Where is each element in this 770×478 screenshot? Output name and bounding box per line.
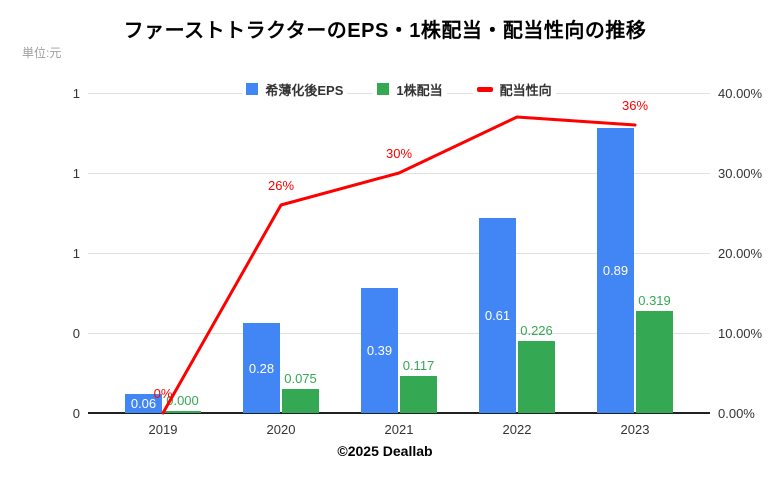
dividend-bar-label: 0.000	[166, 393, 199, 408]
eps-bar-label: 0.28	[248, 360, 275, 376]
legend-item-eps: 希薄化後EPS	[242, 79, 348, 99]
y-axis-tick-right: 20.00%	[718, 246, 763, 261]
chart-title: ファーストトラクターのEPS・1株配当・配当性向の推移	[123, 20, 647, 42]
eps-bar	[479, 217, 516, 413]
payout-series-dash-icon	[476, 86, 493, 92]
eps-bar-label: 0.89	[602, 263, 629, 279]
y-axis-tick-right: 0.00%	[718, 406, 755, 421]
dividend-bar-label: 0.117	[402, 357, 435, 373]
x-axis-label: 2020	[266, 422, 296, 437]
dividend-bar-label: 0.075	[284, 371, 317, 386]
payout-ratio-line	[161, 115, 637, 415]
payout-point-label: 30%	[385, 146, 413, 161]
eps-bar	[125, 393, 162, 413]
dividend-bar	[164, 411, 201, 413]
copyright-text: ©2025 Deallab	[337, 443, 433, 459]
eps-bar	[361, 288, 398, 413]
legend-label-eps: 希薄化後EPS	[265, 82, 344, 98]
payout-point-label: 26%	[267, 178, 295, 193]
payout-ratio-polyline	[161, 115, 637, 415]
y-axis-tick-left: 0	[72, 326, 80, 341]
dividend-bar	[400, 375, 437, 413]
chart-legend: 希薄化後EPS 1株配当 配当性向	[88, 79, 710, 99]
grid-line	[88, 333, 710, 334]
dividend-bar	[518, 340, 555, 413]
x-axis-label: 2022	[502, 422, 532, 437]
eps-bar-label: 0.06	[130, 395, 157, 411]
payout-point-label: 0%	[153, 386, 173, 401]
eps-bar	[243, 323, 280, 413]
eps-bar	[597, 128, 634, 413]
y-axis-tick-left: 0	[72, 406, 80, 421]
y-axis-tick-left: 1	[72, 246, 80, 261]
x-axis-label: 2023	[620, 422, 650, 437]
eps-bar-label: 0.61	[484, 307, 511, 323]
x-axis-label: 2021	[384, 422, 414, 437]
legend-label-dividend: 1株配当	[396, 82, 443, 98]
x-axis-baseline	[88, 412, 710, 414]
y-axis-tick-left: 1	[72, 86, 80, 101]
y-axis-tick-right: 30.00%	[718, 166, 763, 181]
dividend-bar	[636, 310, 673, 413]
eps-bar-label: 0.39	[366, 343, 393, 359]
y-axis-tick-left: 1	[72, 166, 80, 181]
dividend-bar-label: 0.319	[638, 292, 671, 308]
dividend-bar	[282, 389, 319, 413]
eps-series-swatch-icon	[246, 83, 259, 95]
dividend-series-swatch-icon	[377, 83, 390, 95]
grid-line	[88, 253, 710, 254]
legend-item-payout: 配当性向	[472, 79, 556, 99]
y-axis-tick-right: 40.00%	[718, 86, 763, 101]
y-axis-tick-right: 10.00%	[718, 326, 763, 341]
unit-label: 単位:元	[22, 46, 62, 60]
legend-label-payout: 配当性向	[499, 82, 552, 98]
x-axis-label: 2019	[148, 422, 178, 437]
legend-item-dividend: 1株配当	[373, 79, 447, 99]
payout-point-label: 36%	[621, 98, 649, 113]
dividend-bar-label: 0.226	[520, 322, 553, 338]
